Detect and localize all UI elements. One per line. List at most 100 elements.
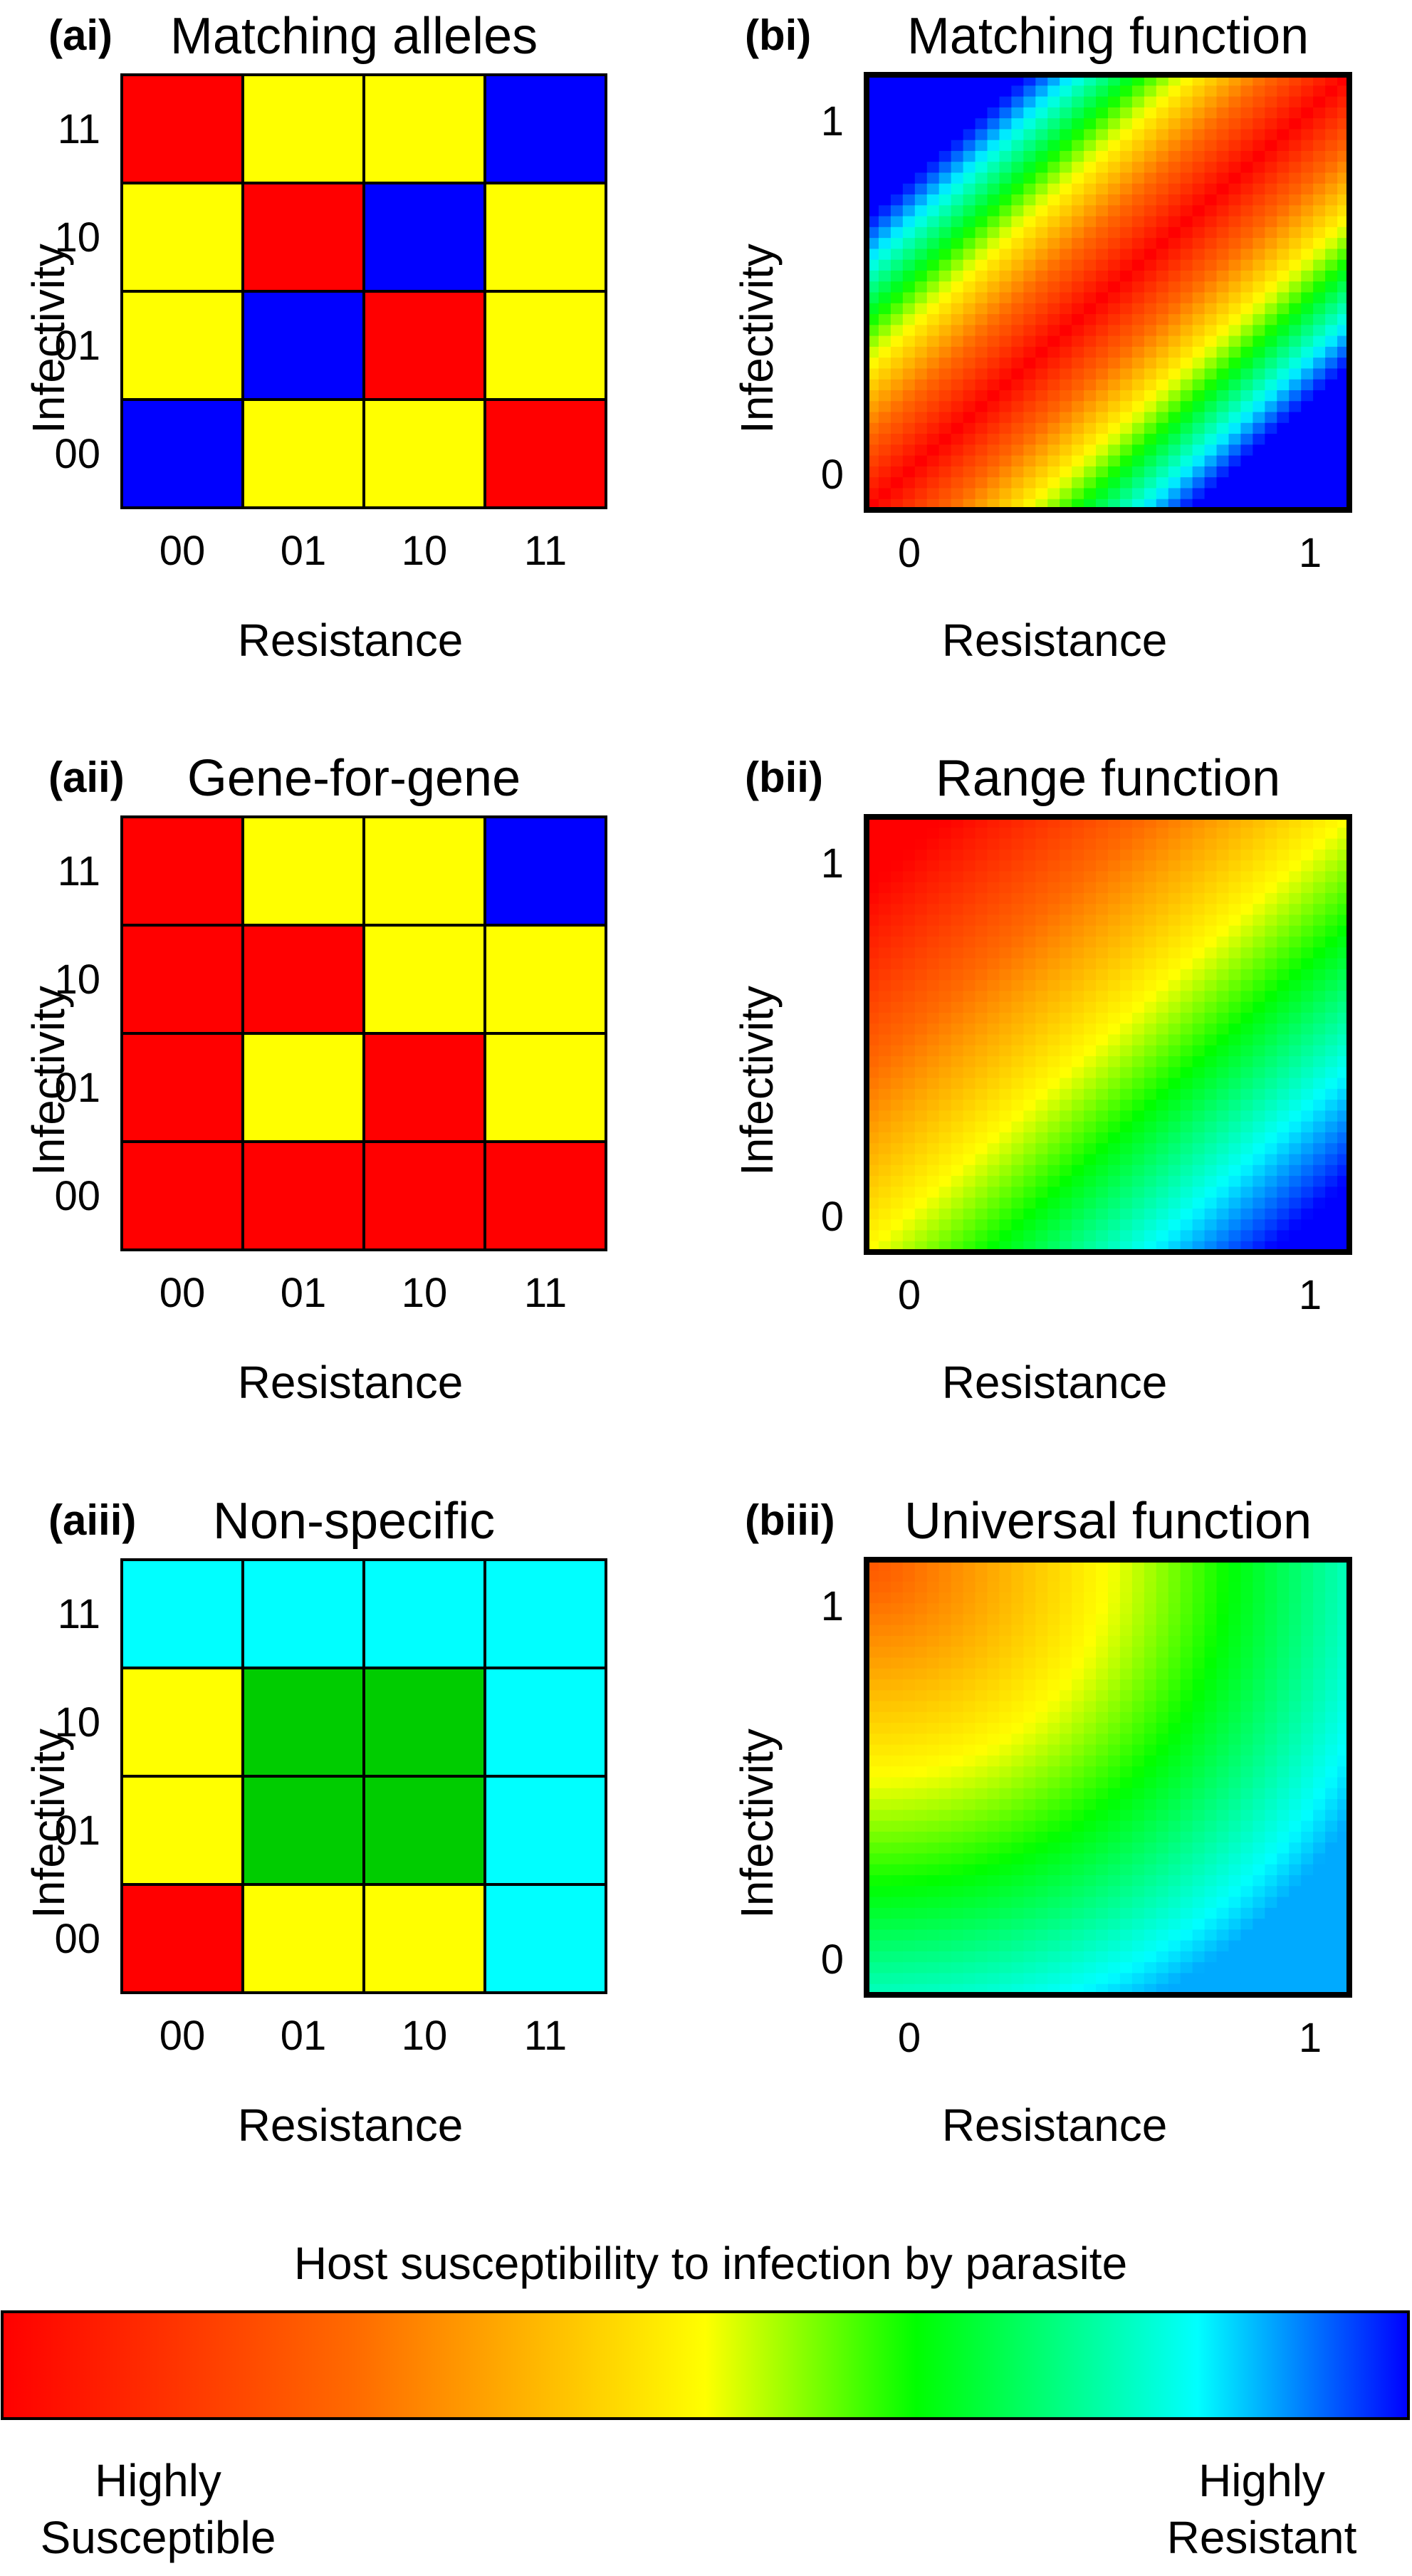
heatmap-cell [120, 924, 244, 1035]
panel-title: Matching alleles [170, 8, 538, 65]
heatmap-cell [241, 1775, 365, 1886]
panel-label: (bii) [745, 753, 823, 801]
heatmap-cell [362, 73, 486, 184]
y-axis-label: Infectivity [23, 1728, 74, 1919]
heatmap-cell [483, 815, 607, 927]
heatmap-cell [120, 1883, 244, 1994]
heatmap-cell [241, 924, 365, 1035]
colorbar: Host susceptibility to infection by para… [1, 2238, 1410, 2563]
heatmap-cell [362, 1775, 486, 1886]
panel-label: (aii) [48, 753, 125, 801]
colorbar-left-label-line2: Susceptible [41, 2512, 276, 2563]
y-tick-label: 0 [821, 1936, 844, 1983]
heatmap-cell [120, 182, 244, 293]
panel-bii: (bii) Range function Resistance Infectivity… [731, 750, 1352, 1408]
y-tick-label: 11 [58, 1591, 100, 1637]
heatmap-cell [241, 1558, 365, 1669]
colorbar-left-label-line1: Highly [95, 2455, 221, 2506]
y-tick-label: 01 [54, 323, 100, 369]
x-tick-label: 10 [402, 2013, 448, 2059]
heatmap-cell [120, 290, 244, 401]
panel-title: Range function [936, 750, 1280, 807]
y-tick-label: 1 [821, 1583, 844, 1629]
heatmap-cell [241, 1667, 365, 1778]
heatmap-cell [362, 398, 486, 509]
heatmap-cell [120, 1775, 244, 1886]
y-tick-label: 11 [58, 106, 100, 152]
heatmap-cell [362, 1883, 486, 1994]
heatmap-cell [241, 398, 365, 509]
heatmap-cell [362, 1032, 486, 1143]
heatmap-cell [120, 73, 244, 184]
colorbar-gradient [1, 2310, 1410, 2420]
panel-aiii: (aiii) Non-specificResistanceInfectivity0… [23, 1493, 607, 2151]
y-tick-label: 00 [54, 431, 100, 477]
panel-label: (ai) [48, 11, 113, 59]
heatmap-cell [241, 1140, 365, 1251]
panel-title: Non-specific [213, 1493, 495, 1550]
x-axis-label: Resistance [942, 1357, 1168, 1408]
heatmap-cell [120, 1032, 244, 1143]
x-axis-label: Resistance [238, 1357, 464, 1408]
panel-title: Gene-for-gene [187, 750, 521, 807]
function-surface [867, 75, 1349, 510]
plot-frame [864, 814, 1352, 1255]
x-tick-label: 1 [1299, 2015, 1322, 2061]
function-surface [867, 1560, 1349, 1995]
x-tick-label: 01 [281, 1270, 327, 1316]
panel-bi: (bi) Matching function Resistance Infectivi… [731, 8, 1352, 666]
heatmap-cell [362, 815, 486, 927]
heatmap-cell [241, 1032, 365, 1143]
x-tick-label: 1 [1299, 530, 1322, 576]
heatmap-cell [241, 290, 365, 401]
y-tick-label: 0 [821, 452, 844, 498]
y-tick-label: 01 [54, 1808, 100, 1854]
panel-label: (aiii) [48, 1496, 136, 1544]
colorbar-title: Host susceptibility to infection by para… [294, 2238, 1127, 2289]
heatmap-cell [362, 924, 486, 1035]
heatmap-cell [120, 1558, 244, 1669]
panel-ai: (ai) Matching alleles Resistance Infectivit… [23, 8, 607, 666]
y-tick-label: 1 [821, 98, 844, 145]
panel-biii: (biii) Universal function Resistance Infect… [731, 1493, 1352, 2151]
x-tick-label: 0 [898, 530, 921, 576]
x-tick-label: 0 [898, 1272, 921, 1318]
heatmap-cell [120, 1667, 244, 1778]
heatmap-cell [483, 1140, 607, 1251]
x-tick-label: 00 [159, 2013, 206, 2059]
y-axis-label: Infectivity [23, 986, 74, 1176]
heatmap-cell [483, 1883, 607, 1994]
x-tick-label: 0 [898, 2015, 921, 2061]
y-axis-label: Infectivity [731, 986, 783, 1176]
x-tick-label: 10 [402, 1270, 448, 1316]
heatmap-cell [241, 815, 365, 927]
x-tick-label: 11 [524, 2013, 567, 2059]
x-tick-label: 10 [402, 528, 448, 574]
heatmap-cell [483, 73, 607, 184]
heatmap-cell [483, 290, 607, 401]
y-tick-label: 00 [54, 1173, 100, 1219]
heatmap-cell [362, 290, 486, 401]
heatmap-cell [241, 73, 365, 184]
y-tick-label: 01 [54, 1065, 100, 1111]
x-axis-label: Resistance [238, 2100, 464, 2151]
y-axis-label: Infectivity [731, 1728, 783, 1919]
y-tick-label: 10 [54, 1699, 100, 1746]
x-tick-label: 01 [281, 2013, 327, 2059]
heatmap-cell [483, 1032, 607, 1143]
heatmap-cell [483, 1667, 607, 1778]
x-tick-label: 01 [281, 528, 327, 574]
heatmap-cell [120, 398, 244, 509]
plot-frame [864, 1557, 1352, 1998]
heatmap-cell [483, 924, 607, 1035]
x-axis-label: Resistance [942, 615, 1168, 666]
y-axis-label: Infectivity [23, 244, 74, 434]
colorbar-right-label-line1: Highly [1198, 2455, 1325, 2506]
y-tick-label: 0 [821, 1194, 844, 1240]
heatmap-cell [120, 1140, 244, 1251]
x-tick-label: 1 [1299, 1272, 1322, 1318]
heatmap-cell [120, 815, 244, 927]
x-axis-label: Resistance [942, 2100, 1168, 2151]
function-surface [867, 817, 1349, 1252]
